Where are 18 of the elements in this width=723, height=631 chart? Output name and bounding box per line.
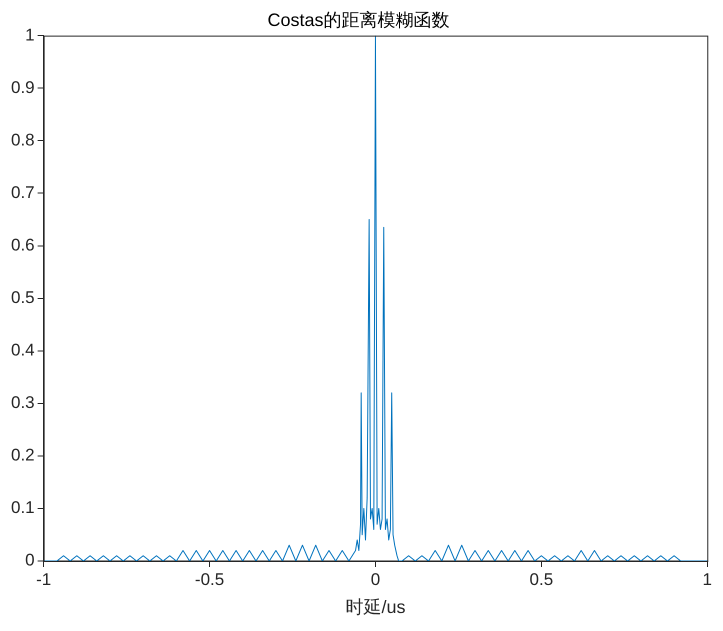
y-tick-label: 0.7 — [10, 182, 35, 202]
y-tick-label: 0.8 — [10, 130, 35, 150]
y-tick-label: 0.2 — [10, 446, 35, 465]
x-tick-label: -1 — [36, 570, 52, 589]
y-tick-label: 0.4 — [10, 340, 35, 360]
y-tick-label: 0.5 — [10, 288, 35, 307]
y-tick-label: 0.1 — [10, 498, 35, 518]
x-tick-label: 0 — [370, 570, 380, 589]
x-tick-label: 1 — [702, 570, 712, 589]
y-tick-label: 0.9 — [10, 78, 35, 97]
x-tick-label: 0.5 — [530, 570, 554, 589]
x-tick-label: -0.5 — [194, 570, 224, 589]
x-axis-title: 时延/us — [345, 597, 406, 618]
chart-title: Costas的距离模糊函数 — [267, 10, 450, 30]
y-tick-label: 0.6 — [10, 235, 35, 254]
y-tick-label: 0.3 — [10, 393, 35, 412]
y-tick-label: 1 — [25, 25, 35, 44]
y-tick-label: 0 — [25, 550, 35, 570]
